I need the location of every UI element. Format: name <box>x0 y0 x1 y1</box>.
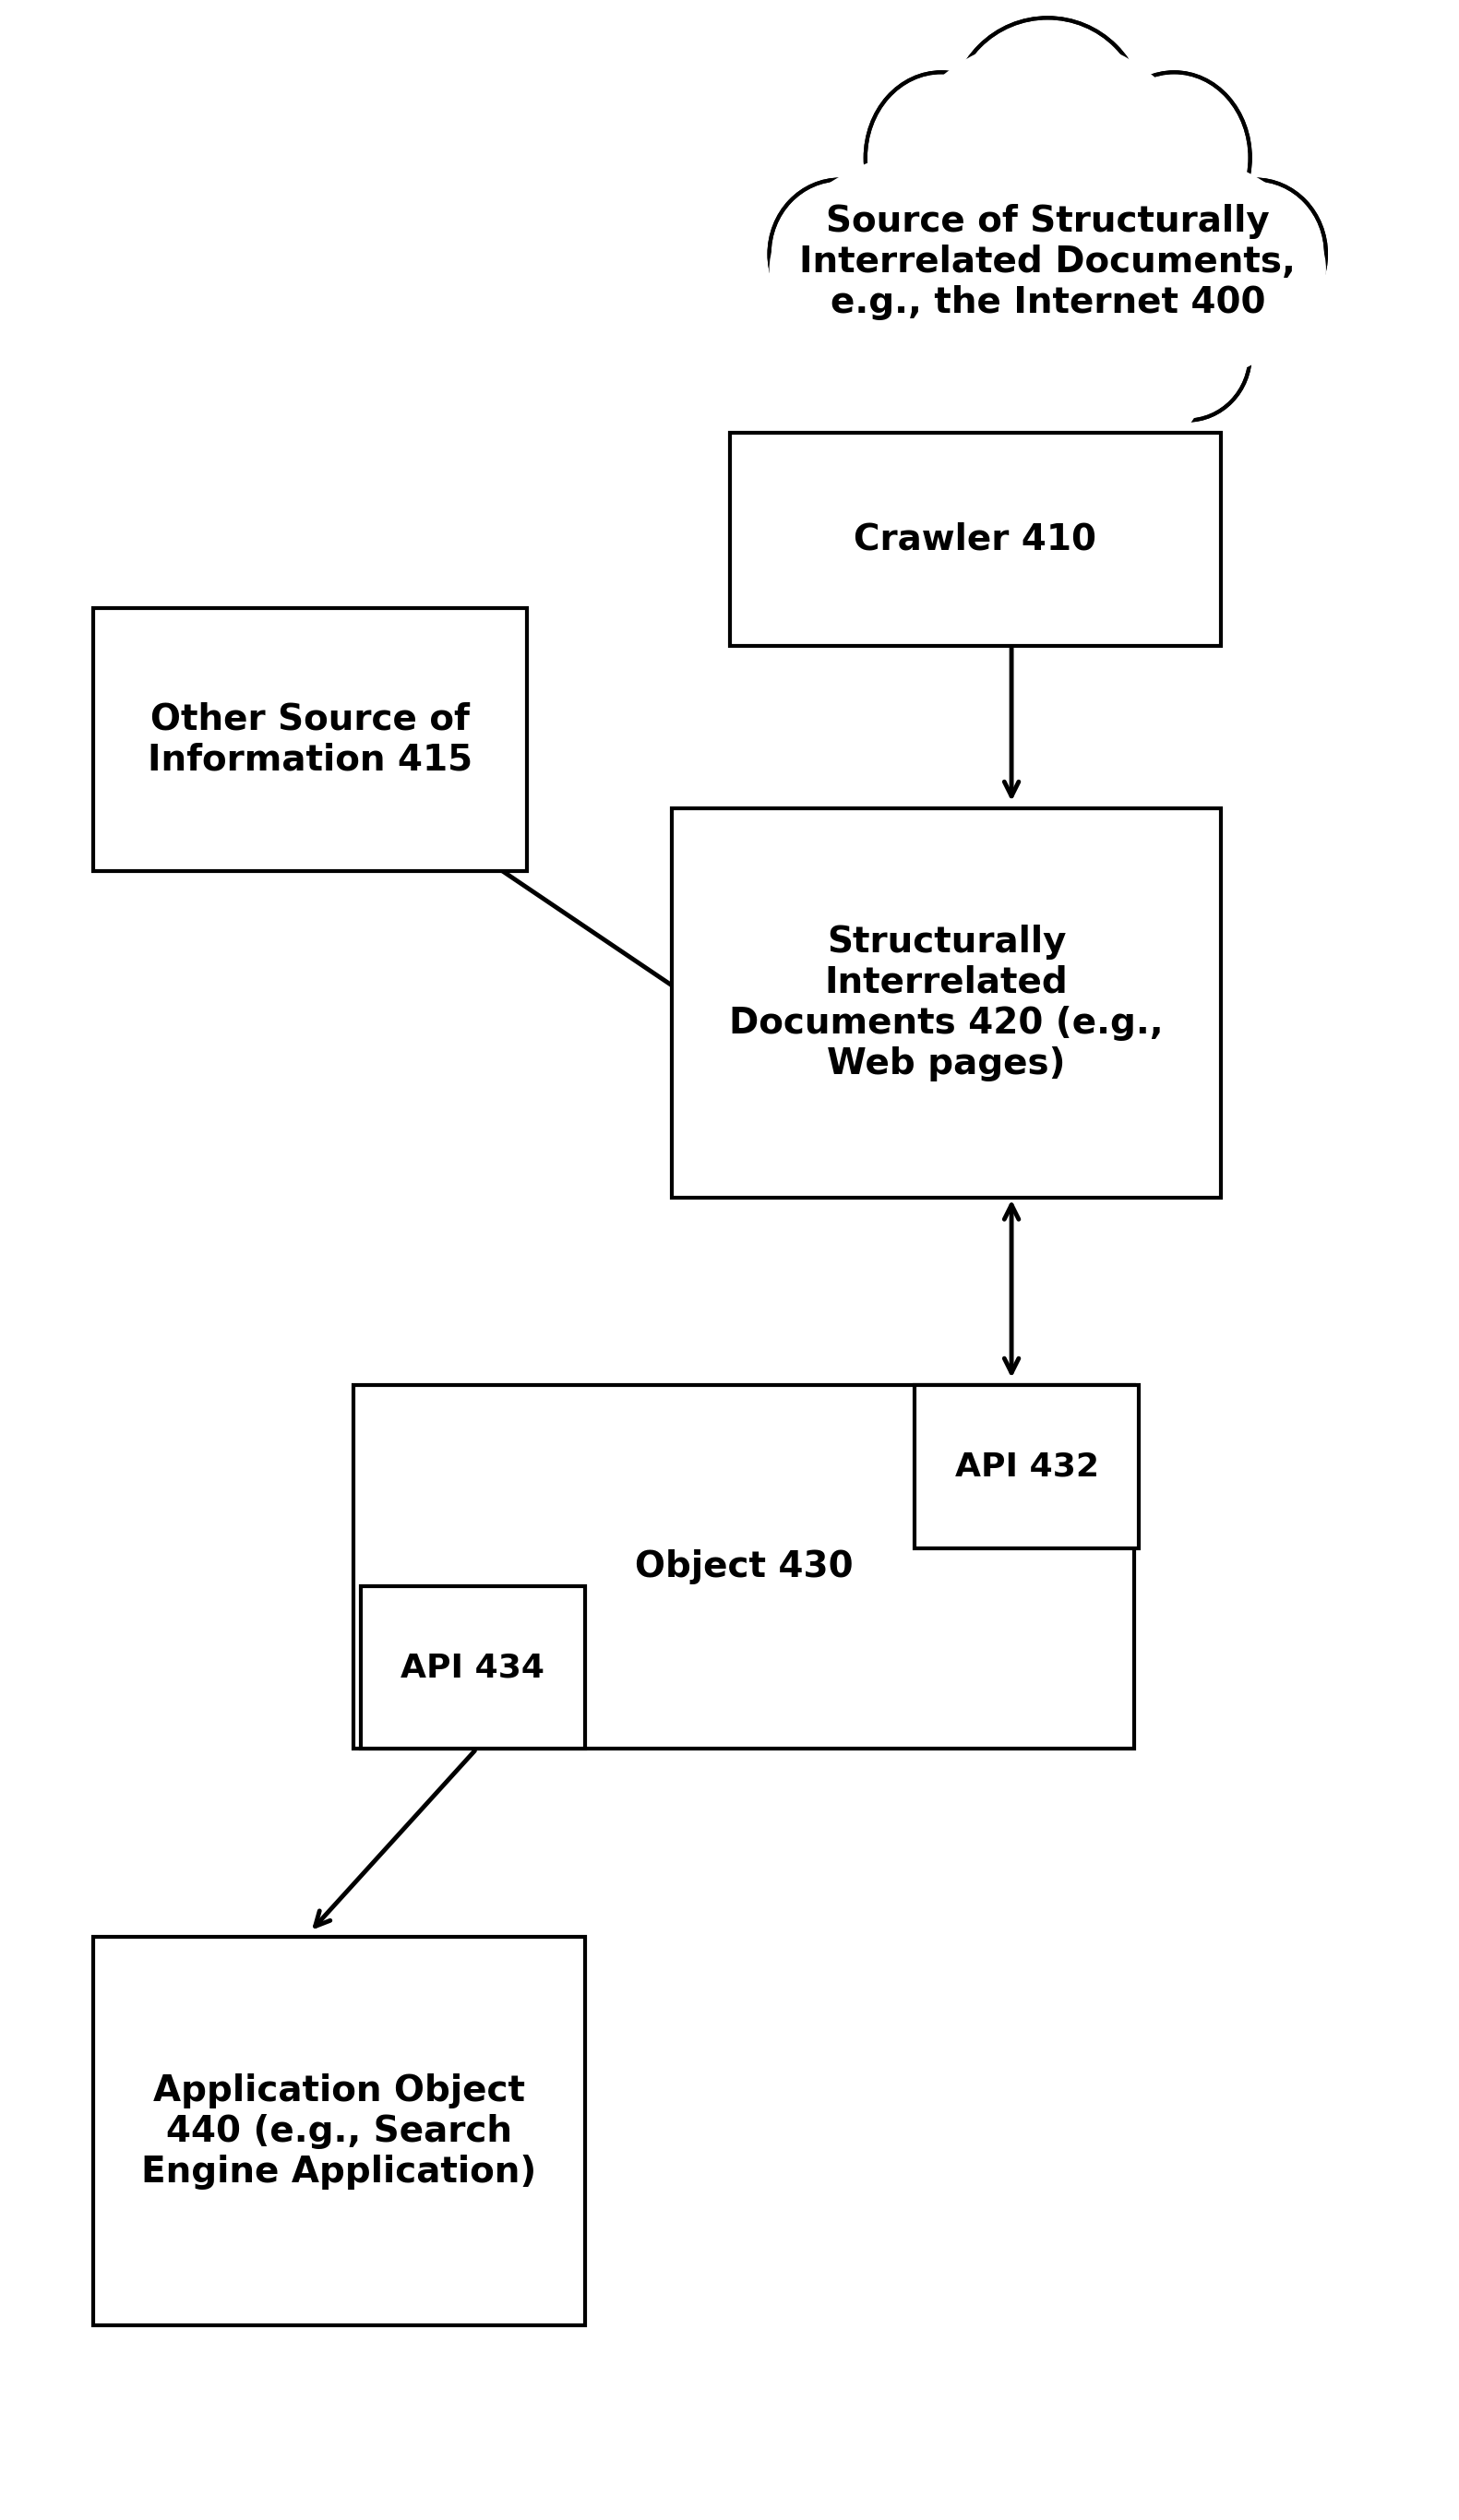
FancyBboxPatch shape <box>93 1938 585 2326</box>
Text: Object 430: Object 430 <box>635 1550 854 1585</box>
Ellipse shape <box>781 192 900 318</box>
FancyBboxPatch shape <box>730 433 1221 645</box>
Ellipse shape <box>854 151 1242 388</box>
Text: Application Object
440 (e.g., Search
Engine Application): Application Object 440 (e.g., Search Eng… <box>142 2074 537 2190</box>
Ellipse shape <box>931 307 1039 418</box>
FancyBboxPatch shape <box>915 1386 1139 1547</box>
Ellipse shape <box>951 18 1144 212</box>
Text: Crawler 410: Crawler 410 <box>854 522 1097 557</box>
Text: API 434: API 434 <box>401 1651 544 1683</box>
FancyBboxPatch shape <box>93 607 527 872</box>
FancyBboxPatch shape <box>671 809 1221 1197</box>
Ellipse shape <box>858 35 1237 504</box>
Ellipse shape <box>865 73 1017 244</box>
Text: Structurally
Interrelated
Documents 420 (e.g.,
Web pages): Structurally Interrelated Documents 420 … <box>730 925 1164 1081</box>
Ellipse shape <box>769 179 910 328</box>
Ellipse shape <box>1099 73 1250 244</box>
Text: Other Source of
Information 415: Other Source of Information 415 <box>147 703 473 779</box>
Ellipse shape <box>966 33 1129 197</box>
Ellipse shape <box>1195 192 1316 318</box>
FancyBboxPatch shape <box>360 1585 585 1749</box>
Text: API 432: API 432 <box>954 1452 1099 1482</box>
Ellipse shape <box>877 86 1005 229</box>
Ellipse shape <box>769 129 1326 411</box>
Ellipse shape <box>820 129 1275 411</box>
Ellipse shape <box>1110 86 1239 229</box>
Ellipse shape <box>1134 300 1240 411</box>
Ellipse shape <box>921 297 1048 428</box>
Ellipse shape <box>1185 179 1326 328</box>
Ellipse shape <box>1123 290 1250 421</box>
Text: Source of Structurally
Interrelated Documents,
e.g., the Internet 400: Source of Structurally Interrelated Docu… <box>800 204 1296 320</box>
FancyBboxPatch shape <box>353 1386 1135 1749</box>
